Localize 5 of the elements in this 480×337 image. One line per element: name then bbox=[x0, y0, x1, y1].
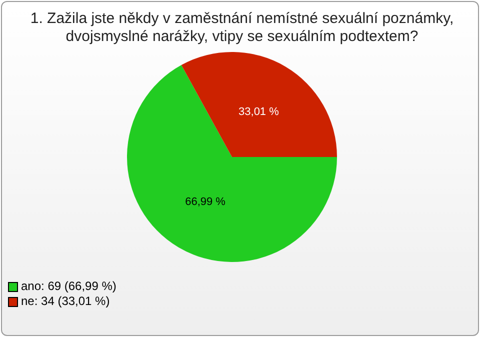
data-label: 66,99 % bbox=[185, 196, 226, 208]
legend-label: ne: 34 (33,01 %) bbox=[21, 294, 110, 309]
chart-title: 1. Zažila jste někdy v zaměstnání nemístné sexuální poznámky, dvojsmyslné narážky, vtipy se sexuálním podtextem? bbox=[29, 10, 455, 46]
slice-label: ano: 69 (66,99 %) bbox=[21, 279, 116, 294]
data-label: 33,01 % bbox=[238, 106, 280, 118]
